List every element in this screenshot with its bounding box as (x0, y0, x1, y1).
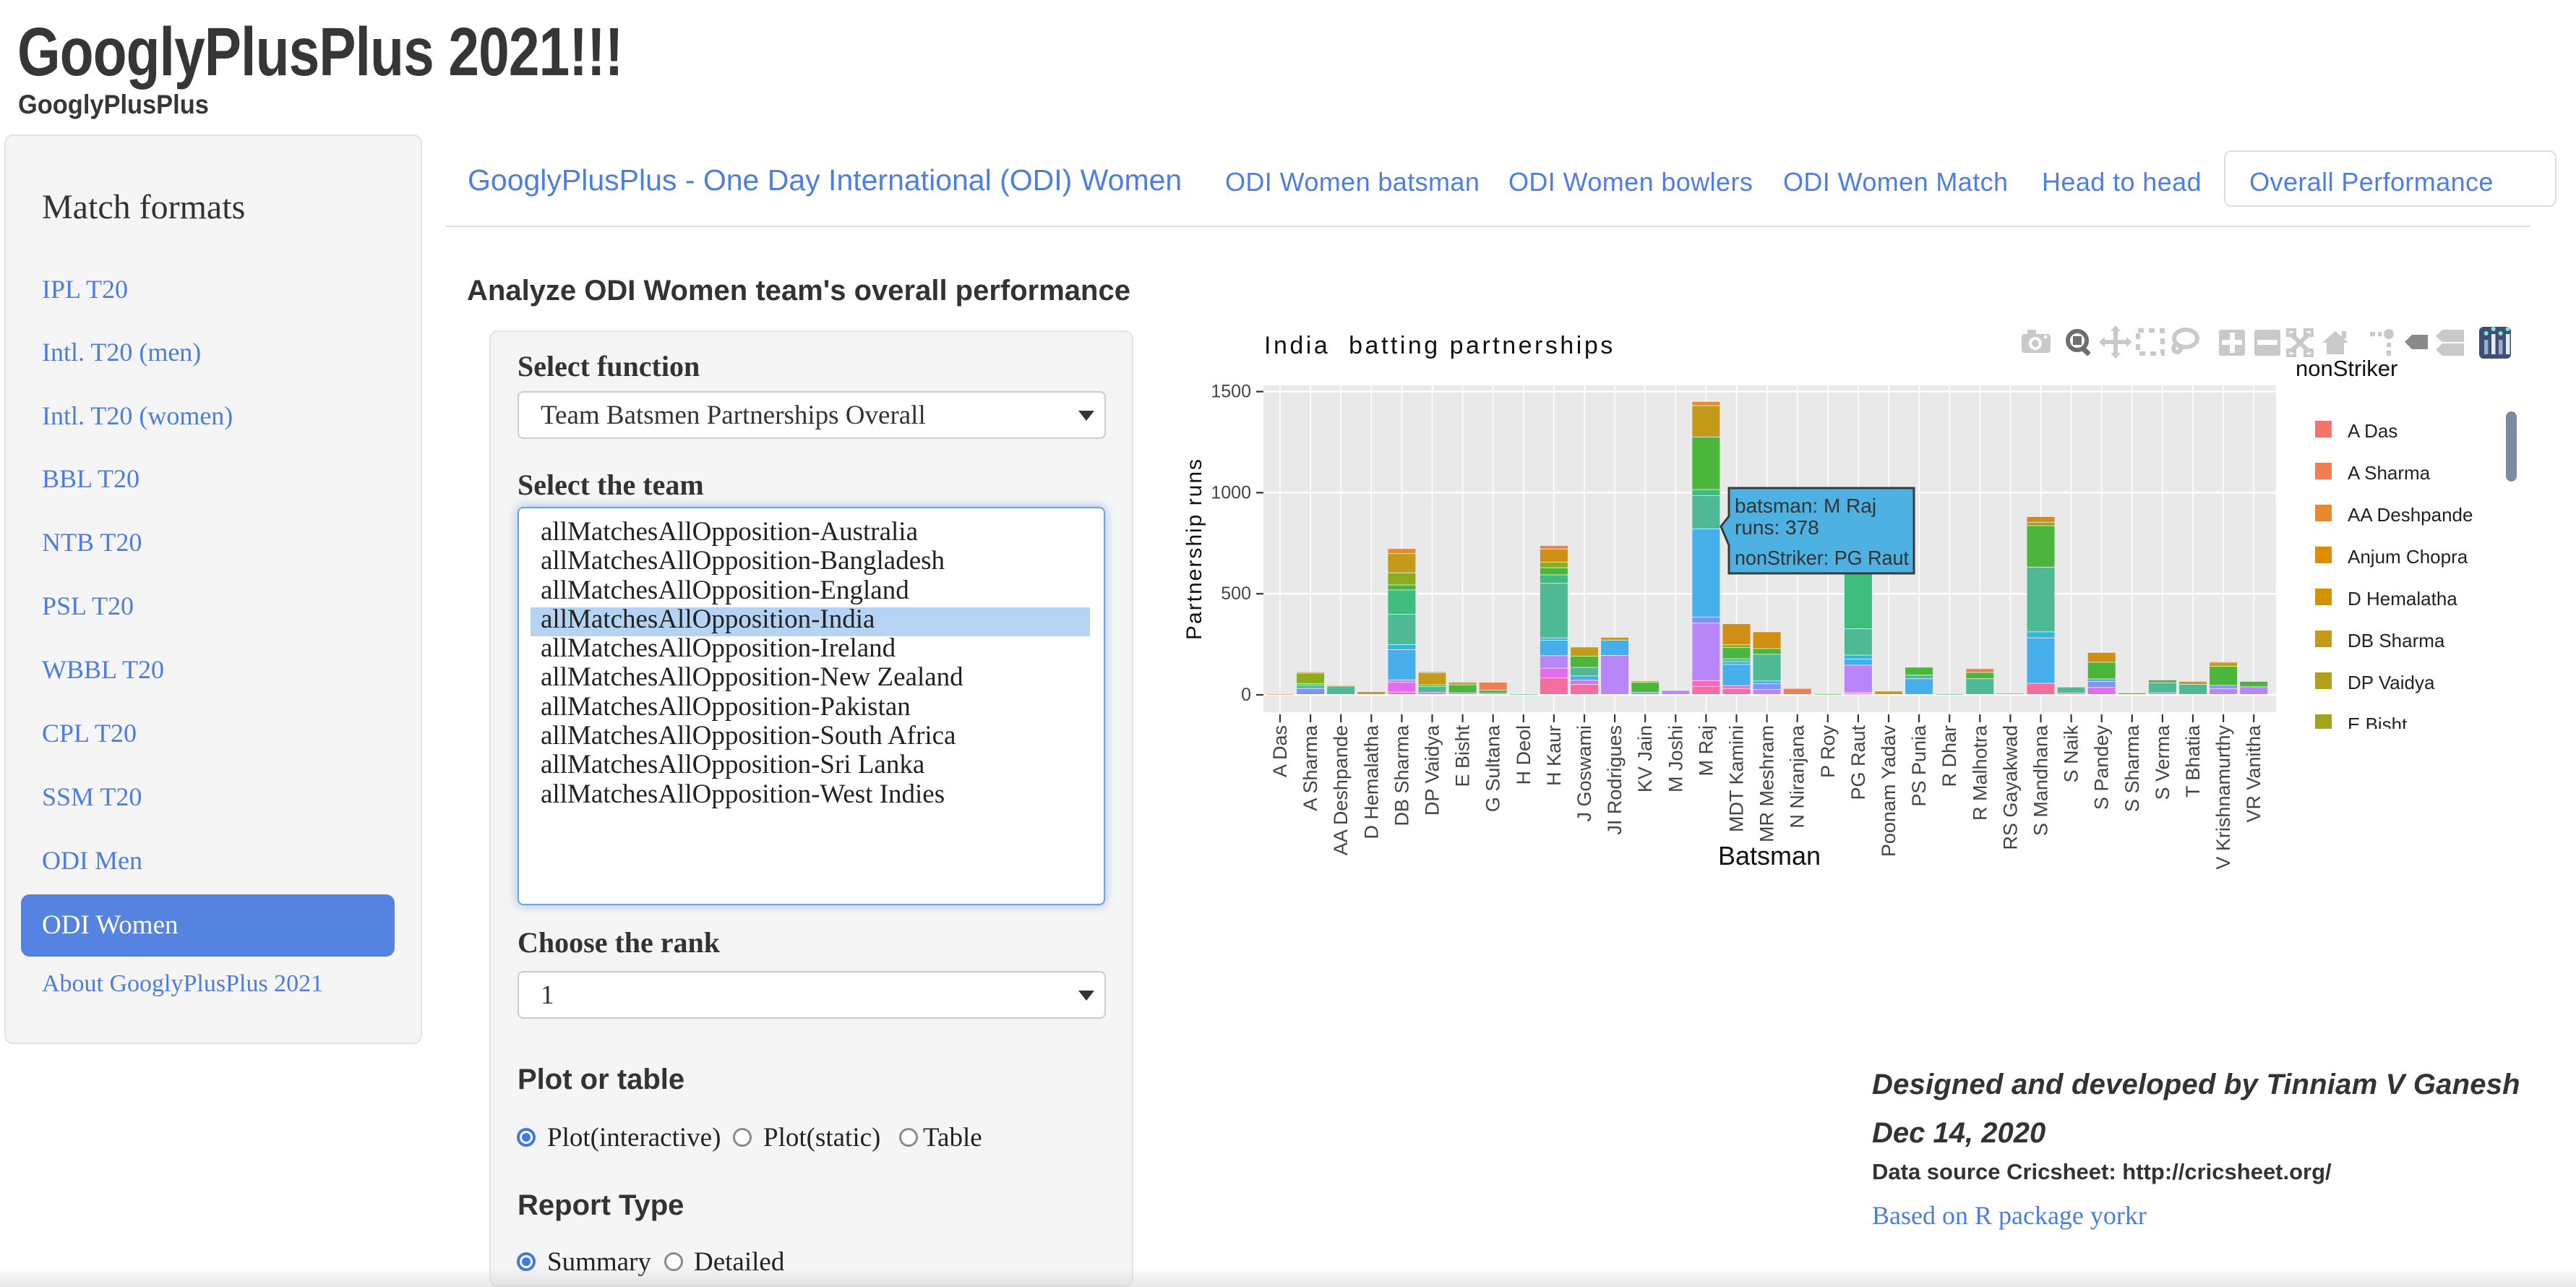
svg-text:Poonam Yadav: Poonam Yadav (1878, 725, 1899, 858)
svg-text:Batsman: Batsman (1718, 841, 1821, 871)
svg-text:1000: 1000 (1211, 482, 1251, 503)
svg-text:1500: 1500 (1211, 382, 1251, 402)
svg-text:E Bisht: E Bisht (1452, 725, 1474, 787)
svg-text:AA Deshpande: AA Deshpande (2348, 504, 2473, 526)
svg-text:KV Jain: KV Jain (1634, 725, 1656, 792)
svg-text:MDT Kamini: MDT Kamini (1726, 725, 1748, 832)
svg-text:R Malhotra: R Malhotra (1969, 724, 1991, 821)
svg-text:V Krishnamurthy: V Krishnamurthy (2212, 725, 2234, 870)
svg-text:D Hemalatha: D Hemalatha (1360, 724, 1382, 839)
svg-text:S Mandhana: S Mandhana (2030, 724, 2052, 836)
svg-text:nonStriker: PG Raut: nonStriker: PG Raut (1735, 547, 1909, 569)
svg-text:DP Vaidya: DP Vaidya (1422, 724, 1443, 816)
svg-text:500: 500 (1221, 583, 1251, 604)
svg-text:A Das: A Das (1269, 725, 1291, 777)
svg-text:0: 0 (1241, 685, 1251, 705)
svg-text:T Bhatia: T Bhatia (2182, 724, 2204, 798)
svg-text:DP Vaidya: DP Vaidya (2348, 672, 2435, 693)
svg-text:M Raj: M Raj (1695, 725, 1717, 777)
svg-text:runs: 378: runs: 378 (1735, 516, 1819, 539)
svg-text:VR Vanitha: VR Vanitha (2243, 724, 2264, 823)
svg-text:S Naik: S Naik (2061, 725, 2082, 783)
svg-text:R Dhar: R Dhar (1939, 725, 1960, 787)
svg-text:PS Punia: PS Punia (1908, 724, 1930, 807)
svg-text:Partnership runs: Partnership runs (1182, 458, 1206, 640)
svg-text:batsman: M Raj: batsman: M Raj (1735, 495, 1876, 517)
svg-text:MR Meshram: MR Meshram (1756, 725, 1778, 842)
svg-text:G Sultana: G Sultana (1482, 724, 1504, 812)
svg-text:DB Sharma: DB Sharma (2348, 630, 2445, 651)
svg-text:PG Raut: PG Raut (1847, 725, 1869, 800)
svg-text:J Goswami: J Goswami (1573, 725, 1595, 822)
svg-text:Anjum Chopra: Anjum Chopra (2348, 546, 2468, 568)
svg-text:A Sharma: A Sharma (2348, 462, 2431, 484)
svg-text:A Sharma: A Sharma (1300, 724, 1321, 811)
svg-text:P Roy: P Roy (1817, 725, 1839, 779)
svg-text:H Kaur: H Kaur (1543, 725, 1565, 786)
svg-text:A Das: A Das (2348, 420, 2397, 442)
svg-text:AA Deshpande: AA Deshpande (1330, 725, 1352, 855)
svg-text:D Hemalatha: D Hemalatha (2348, 588, 2457, 610)
svg-text:N Niranjana: N Niranjana (1787, 724, 1808, 829)
svg-text:M Joshi: M Joshi (1665, 725, 1686, 792)
svg-text:RS Gayakwad: RS Gayakwad (1999, 725, 2021, 850)
svg-text:DB Sharma: DB Sharma (1391, 724, 1412, 826)
svg-text:JI Rodrigues: JI Rodrigues (1604, 725, 1626, 835)
svg-text:H Deol: H Deol (1513, 725, 1534, 785)
svg-text:nonStriker: nonStriker (2296, 356, 2397, 381)
svg-text:S Pandey: S Pandey (2091, 725, 2113, 811)
svg-text:S Sharma: S Sharma (2121, 724, 2143, 812)
svg-text:India batting partnerships: India batting partnerships (1264, 332, 1615, 359)
svg-text:S Verma: S Verma (2152, 724, 2173, 800)
